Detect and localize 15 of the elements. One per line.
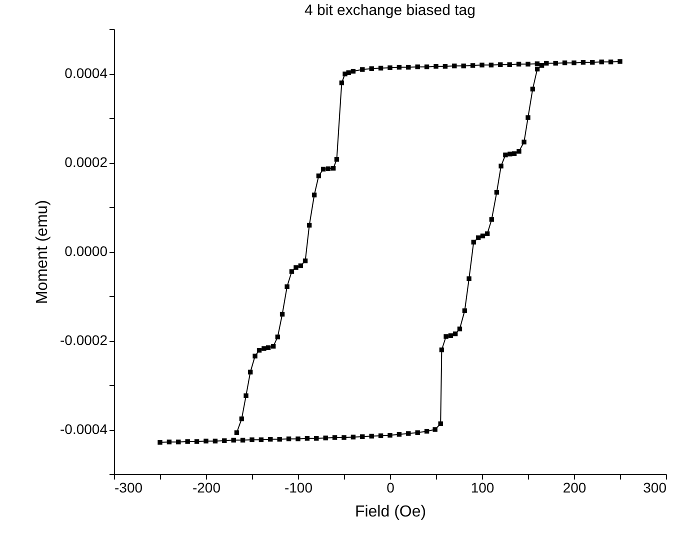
y-tick-label: -0.0002 (60, 332, 108, 348)
y-tick-label: 0.0004 (64, 65, 108, 81)
y-tick-label: -0.0004 (60, 421, 108, 437)
y-tick-label: 0.0002 (64, 154, 108, 170)
x-tick-label: -300 (114, 480, 143, 496)
y-axis-title: Moment (emu) (34, 200, 52, 304)
x-tick-label: 0 (386, 480, 395, 496)
y-tick-label: 0.0000 (64, 243, 108, 259)
chart-title: 4 bit exchange biased tag (304, 2, 476, 19)
x-tick-label: 300 (643, 480, 667, 496)
x-tick-label: 200 (562, 480, 586, 496)
x-tick-label: -200 (192, 480, 221, 496)
x-tick-label: -100 (284, 480, 313, 496)
x-tick-label: 100 (470, 480, 494, 496)
x-axis-title: Field (Oe) (354, 504, 426, 520)
